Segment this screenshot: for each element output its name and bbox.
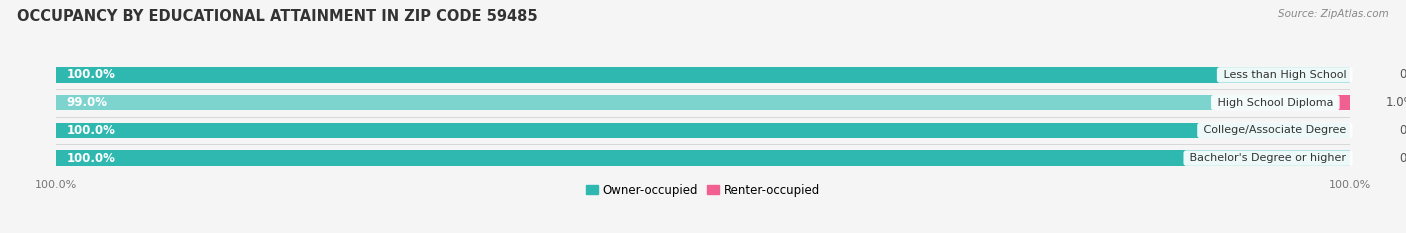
Bar — [56, 151, 1350, 166]
Text: 1.0%: 1.0% — [1386, 96, 1406, 109]
Bar — [1350, 67, 1389, 82]
Bar — [56, 95, 1337, 110]
Bar — [56, 67, 1350, 82]
Bar — [56, 67, 1350, 82]
Text: 100.0%: 100.0% — [66, 124, 115, 137]
Bar — [1350, 123, 1389, 138]
Text: 100.0%: 100.0% — [66, 152, 115, 164]
Bar — [56, 123, 1350, 138]
Legend: Owner-occupied, Renter-occupied: Owner-occupied, Renter-occupied — [581, 179, 825, 202]
Text: College/Associate Degree: College/Associate Degree — [1199, 125, 1350, 135]
Bar — [1337, 95, 1375, 110]
Bar — [56, 151, 1350, 166]
Text: 100.0%: 100.0% — [66, 69, 115, 81]
Text: OCCUPANCY BY EDUCATIONAL ATTAINMENT IN ZIP CODE 59485: OCCUPANCY BY EDUCATIONAL ATTAINMENT IN Z… — [17, 9, 537, 24]
Text: 0.0%: 0.0% — [1399, 124, 1406, 137]
Bar — [1350, 151, 1389, 166]
Text: High School Diploma: High School Diploma — [1213, 98, 1337, 108]
Text: Bachelor's Degree or higher: Bachelor's Degree or higher — [1187, 153, 1350, 163]
Text: 0.0%: 0.0% — [1399, 69, 1406, 81]
Bar — [56, 123, 1350, 138]
Bar — [56, 95, 1350, 110]
Text: 99.0%: 99.0% — [66, 96, 108, 109]
Text: 0.0%: 0.0% — [1399, 152, 1406, 164]
Text: Source: ZipAtlas.com: Source: ZipAtlas.com — [1278, 9, 1389, 19]
Text: Less than High School: Less than High School — [1219, 70, 1350, 80]
